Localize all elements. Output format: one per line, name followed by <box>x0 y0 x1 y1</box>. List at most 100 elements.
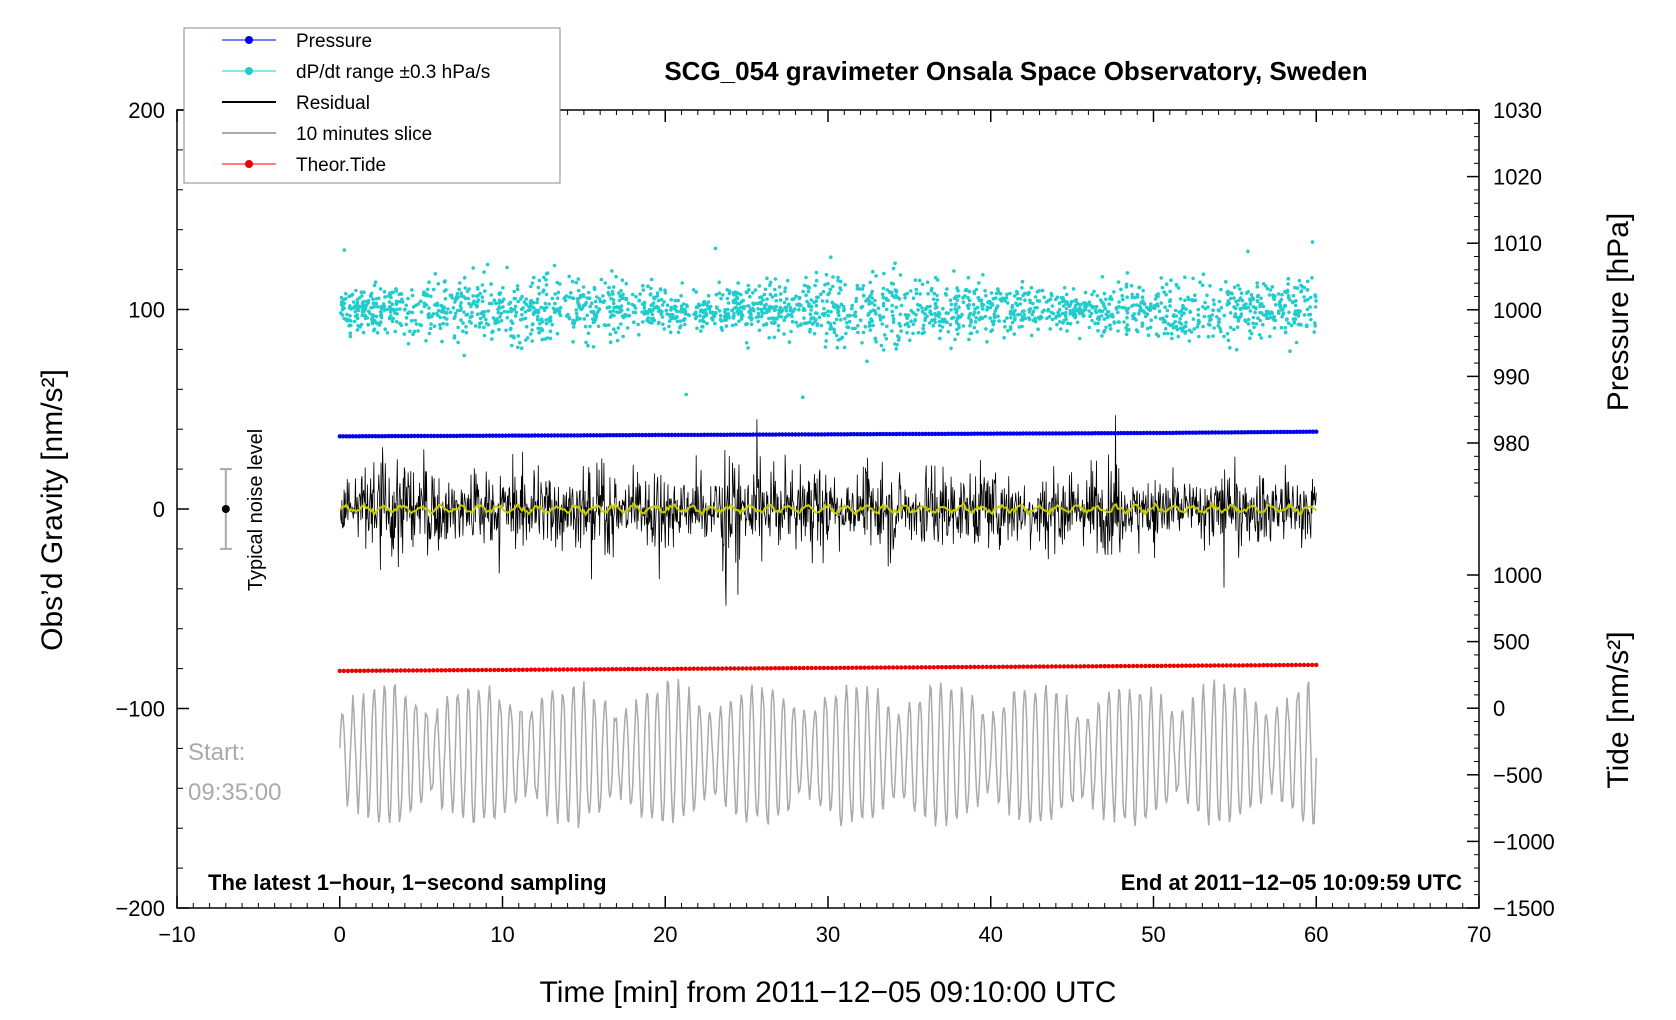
dpdt-point <box>721 293 725 297</box>
pressure-point <box>952 431 958 436</box>
dpdt-point <box>903 313 908 317</box>
dpdt-point <box>1215 315 1219 319</box>
dpdt-point <box>824 331 829 336</box>
dpdt-point <box>489 282 493 286</box>
dpdt-point <box>1020 286 1024 290</box>
dpdt-point <box>988 316 992 320</box>
dpdt-point <box>480 295 485 299</box>
tide-point <box>423 668 428 673</box>
pressure-point <box>982 431 987 436</box>
dpdt-point <box>1029 286 1034 290</box>
dpdt-point <box>1090 292 1094 297</box>
dpdt-point <box>734 305 739 310</box>
pressure-point <box>786 432 792 437</box>
dpdt-point <box>799 323 803 327</box>
dpdt-point <box>675 309 680 314</box>
pressure-point <box>1275 429 1280 435</box>
pressure-point <box>1262 429 1267 435</box>
pressure-point <box>497 433 502 438</box>
dpdt-point <box>1125 295 1129 300</box>
dpdt-point <box>550 322 554 327</box>
pressure-point <box>685 432 691 438</box>
dpdt-point <box>470 310 474 315</box>
tide-point <box>484 667 489 673</box>
dpdt-point <box>432 324 437 329</box>
dpdt-point <box>393 311 397 315</box>
dpdt-point <box>765 308 769 312</box>
dpdt-point <box>692 312 696 317</box>
tide-point <box>475 667 481 673</box>
tide-point <box>1090 664 1095 669</box>
dpdt-point <box>1055 322 1059 327</box>
dpdt-point <box>516 334 520 338</box>
dpdt-point <box>1272 326 1277 330</box>
dpdt-point <box>1217 299 1222 304</box>
dpdt-point <box>590 317 595 321</box>
dpdt-point <box>553 301 557 306</box>
dpdt-point <box>928 321 932 325</box>
tide-point <box>1236 663 1242 668</box>
tide-point <box>467 667 473 673</box>
pressure-point <box>627 433 632 438</box>
dpdt-point <box>1149 305 1153 310</box>
dpdt-point <box>1065 321 1070 326</box>
dpdt-point <box>494 318 498 323</box>
dpdt-point <box>486 309 491 313</box>
dpdt-point <box>874 274 878 278</box>
dpdt-point <box>462 353 467 358</box>
dpdt-point <box>599 277 604 282</box>
dpdt-point <box>1308 295 1313 300</box>
dpdt-point <box>1006 329 1010 333</box>
dpdt-point <box>819 292 823 297</box>
dpdt-point <box>1082 301 1086 305</box>
dpdt-point <box>665 303 670 308</box>
dpdt-point <box>1137 285 1141 290</box>
dpdt-point <box>650 321 654 325</box>
dpdt-point <box>768 280 773 285</box>
dpdt-point <box>570 279 575 284</box>
dpdt-point <box>1259 296 1263 301</box>
pressure-point <box>737 432 743 437</box>
tide-point <box>1196 663 1201 668</box>
dpdt-point <box>372 305 377 309</box>
dpdt-point <box>1293 317 1298 321</box>
dpdt-point <box>783 286 788 290</box>
tide-point <box>825 665 831 671</box>
dpdt-point <box>361 330 366 335</box>
dpdt-point <box>477 325 482 329</box>
dpdt-point <box>1286 321 1291 326</box>
dpdt-point <box>879 343 884 348</box>
dpdt-point <box>895 342 899 347</box>
dpdt-point <box>975 330 979 334</box>
dpdt-point <box>656 321 661 326</box>
dpdt-point <box>506 310 510 314</box>
dpdt-point <box>954 310 959 315</box>
dpdt-point <box>836 275 840 280</box>
pressure-point <box>1073 431 1078 436</box>
pressure-point <box>874 431 879 437</box>
tide-point <box>398 668 403 673</box>
tide-point <box>1277 662 1282 668</box>
tide-point <box>370 668 375 673</box>
dpdt-point <box>588 304 592 309</box>
dpdt-point <box>1248 309 1253 313</box>
tide-point <box>1094 664 1099 669</box>
tide-point <box>516 667 521 672</box>
dpdt-point <box>730 323 735 328</box>
dpdt-point <box>815 322 820 326</box>
dpdt-point <box>873 298 877 303</box>
dpdt-point <box>489 293 494 297</box>
dpdt-point <box>587 296 592 301</box>
tide-point <box>842 665 847 670</box>
dpdt-point <box>375 331 380 335</box>
dpdt-point <box>733 297 737 302</box>
y-tick-label-left: 200 <box>128 98 165 123</box>
dpdt-point <box>759 302 763 306</box>
tide-point <box>1301 662 1307 668</box>
dpdt-point <box>972 325 977 330</box>
tide-point <box>935 665 941 670</box>
dpdt-point <box>1182 306 1186 310</box>
pressure-point <box>617 433 622 438</box>
dpdt-point <box>730 308 734 313</box>
pressure-point <box>337 434 342 439</box>
